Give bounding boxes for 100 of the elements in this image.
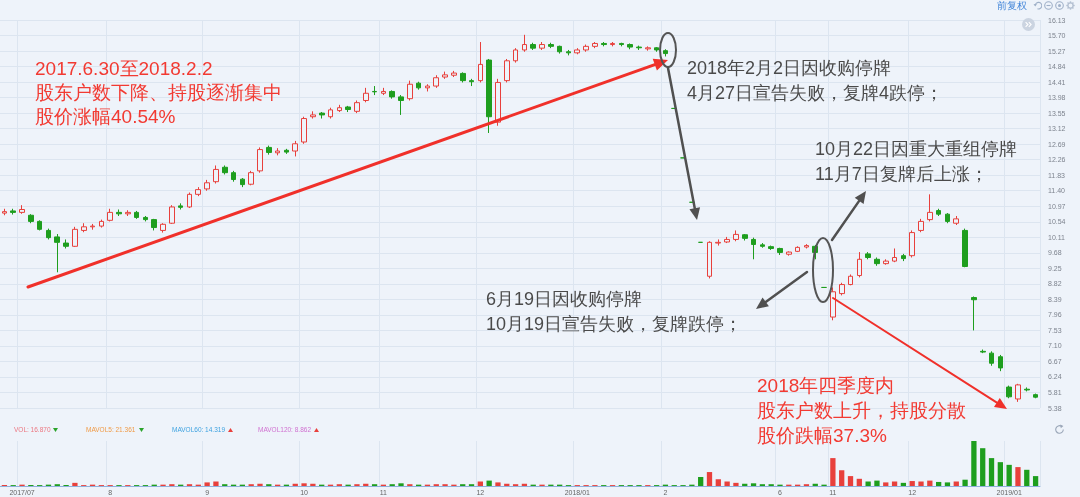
annotation: 股东户数上升，持股分散	[757, 400, 966, 421]
candlestick	[169, 204, 175, 225]
candlestick	[865, 251, 871, 260]
candlestick	[222, 164, 228, 175]
candlestick	[134, 210, 139, 220]
bar	[883, 482, 889, 486]
candlestick	[751, 237, 756, 260]
candlestick	[918, 218, 924, 233]
candlestick	[768, 245, 774, 251]
candlestick	[601, 41, 607, 47]
candlestick	[733, 229, 739, 242]
candlestick	[610, 41, 615, 47]
candlestick	[425, 83, 430, 92]
candlestick	[663, 48, 668, 57]
candlestick	[839, 282, 845, 296]
candlestick	[645, 45, 651, 52]
candlestick	[566, 49, 571, 56]
candlestick	[971, 295, 977, 331]
candlestick	[275, 147, 280, 156]
bar	[204, 482, 210, 486]
candlestick	[407, 80, 413, 101]
annotation: 股东户数下降、持股逐渐集中	[35, 82, 282, 103]
candlestick	[107, 208, 113, 222]
candlestick	[240, 177, 245, 188]
candlestick	[592, 41, 598, 49]
candlestick	[989, 350, 994, 367]
candlestick	[19, 204, 25, 215]
candlestick	[557, 45, 562, 55]
candlestick	[539, 41, 545, 51]
candlestick	[830, 286, 836, 321]
bar	[257, 483, 263, 486]
bar	[962, 479, 968, 486]
candlestick	[257, 146, 263, 174]
candlestick	[795, 245, 800, 253]
bar	[1015, 467, 1021, 486]
candlestick	[654, 46, 659, 53]
candlestick	[874, 256, 880, 267]
candlestick	[522, 34, 527, 53]
candlestick	[495, 78, 501, 127]
candlestick	[354, 99, 360, 114]
candlestick	[460, 71, 466, 83]
candlestick	[178, 202, 183, 210]
candlestick	[442, 71, 448, 80]
candlestick	[980, 349, 986, 354]
candlestick	[953, 215, 959, 226]
candlestick	[469, 78, 474, 87]
candlestick	[116, 208, 122, 217]
bar	[715, 479, 721, 486]
candlestick	[337, 104, 342, 113]
candlestick	[46, 228, 51, 240]
bar	[830, 458, 836, 486]
candlestick	[945, 212, 950, 224]
bar	[909, 481, 915, 486]
candlestick	[777, 247, 783, 256]
bar	[944, 482, 951, 486]
candlestick	[345, 105, 351, 113]
candlestick	[10, 208, 16, 216]
annotation: 10月19日宣告失败，复牌跌停；	[486, 314, 743, 334]
candlestick	[574, 47, 580, 55]
annotation: 11月7日复牌后上涨；	[815, 164, 988, 184]
bar	[874, 480, 880, 486]
candlestick	[381, 87, 386, 96]
candlestick	[328, 107, 333, 120]
candlestick	[363, 87, 369, 103]
bar	[1032, 476, 1039, 486]
candlestick	[248, 170, 254, 186]
bar	[733, 482, 739, 486]
candlestick	[213, 164, 219, 184]
bar	[398, 483, 404, 486]
candlestick	[54, 233, 60, 273]
annotation: 股价跌幅37.3%	[757, 425, 887, 446]
candlestick	[583, 44, 589, 53]
candlestick	[962, 228, 968, 268]
candlestick	[1006, 385, 1012, 399]
candlestick	[310, 110, 316, 120]
bar	[980, 448, 986, 486]
candlestick	[292, 140, 298, 157]
bar	[72, 482, 78, 486]
candlestick	[619, 42, 624, 47]
annotation: 股价涨幅40.54%	[35, 106, 176, 127]
candlestick	[433, 74, 439, 89]
candlestick	[389, 89, 395, 100]
bar	[706, 472, 713, 486]
candlestick	[742, 233, 748, 242]
candlestick	[478, 41, 483, 83]
candlestick	[901, 253, 906, 262]
bar	[839, 470, 845, 486]
candlestick	[195, 186, 201, 197]
annotation: 2017.6.30至2018.2.2	[35, 58, 213, 79]
candlestick	[2, 208, 7, 216]
candlestick	[301, 116, 307, 145]
candlestick	[81, 222, 87, 233]
candlestick	[530, 42, 536, 51]
candlestick	[284, 148, 289, 155]
candlestick	[513, 47, 518, 64]
annotation: 2018年2月2日因收购停牌	[687, 58, 892, 78]
candlestick	[707, 240, 712, 279]
bar	[847, 476, 854, 486]
candlestick	[627, 42, 633, 50]
annotation: 10月22日因重大重组停牌	[815, 139, 1018, 159]
